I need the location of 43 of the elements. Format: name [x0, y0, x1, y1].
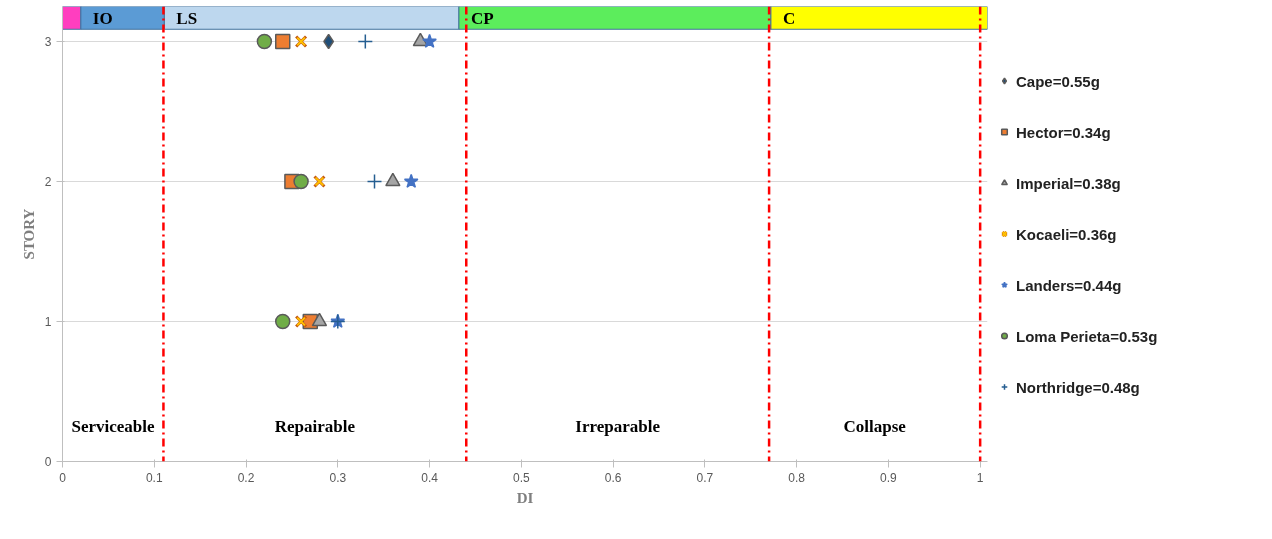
point [256, 33, 273, 50]
band-label: LS [176, 9, 198, 29]
x-tick-label: 0.7 [696, 470, 714, 485]
y-tick-label: 3 [44, 35, 52, 49]
band-label: C [782, 9, 796, 29]
x-tick-label: 0.2 [237, 470, 255, 485]
band-label: CP [470, 9, 494, 29]
point [366, 173, 383, 190]
band-label: IO [92, 9, 113, 29]
annotation: Irreparable [575, 417, 661, 437]
x-tick-label: 0.8 [788, 470, 806, 485]
annotation: Serviceable [71, 417, 155, 437]
y-tick-label: 2 [44, 175, 52, 189]
legend-label: Kocaeli=0.36g [1016, 225, 1118, 242]
point [274, 313, 291, 330]
point [385, 172, 401, 187]
annotation: Repairable [274, 417, 356, 437]
x-tick-label: 0.6 [604, 470, 622, 485]
point [311, 312, 328, 327]
x-tick-label: 0.5 [512, 470, 530, 485]
legend-label: Cape=0.55g [1016, 72, 1101, 89]
x-tick-label: 1 [976, 470, 984, 485]
point [422, 33, 437, 48]
x-axis-title: DI [516, 489, 534, 506]
x-tick-label: 0 [59, 470, 67, 485]
point [323, 33, 335, 50]
y-tick-label: 1 [44, 315, 52, 329]
x-tick-label: 0.9 [880, 470, 898, 485]
legend-label: Hector=0.34g [1016, 123, 1112, 140]
point [274, 33, 291, 50]
x-tick-label: 0.3 [329, 470, 347, 485]
y-tick-label: 0 [44, 455, 52, 469]
x-tick-label: 0.1 [145, 470, 163, 485]
y-axis-title: STORY [20, 208, 37, 260]
legend-label: Imperial=0.38g [1016, 174, 1122, 191]
legend-label: Landers=0.44g [1016, 276, 1123, 293]
annotation: Collapse [843, 417, 907, 437]
x-tick-label: 0.4 [421, 470, 439, 485]
legend-label: Loma Perieta=0.53g [1016, 327, 1159, 344]
legend-label: Northridge=0.48g [1016, 378, 1141, 395]
point [293, 173, 309, 190]
point [403, 173, 419, 188]
point [357, 33, 374, 50]
